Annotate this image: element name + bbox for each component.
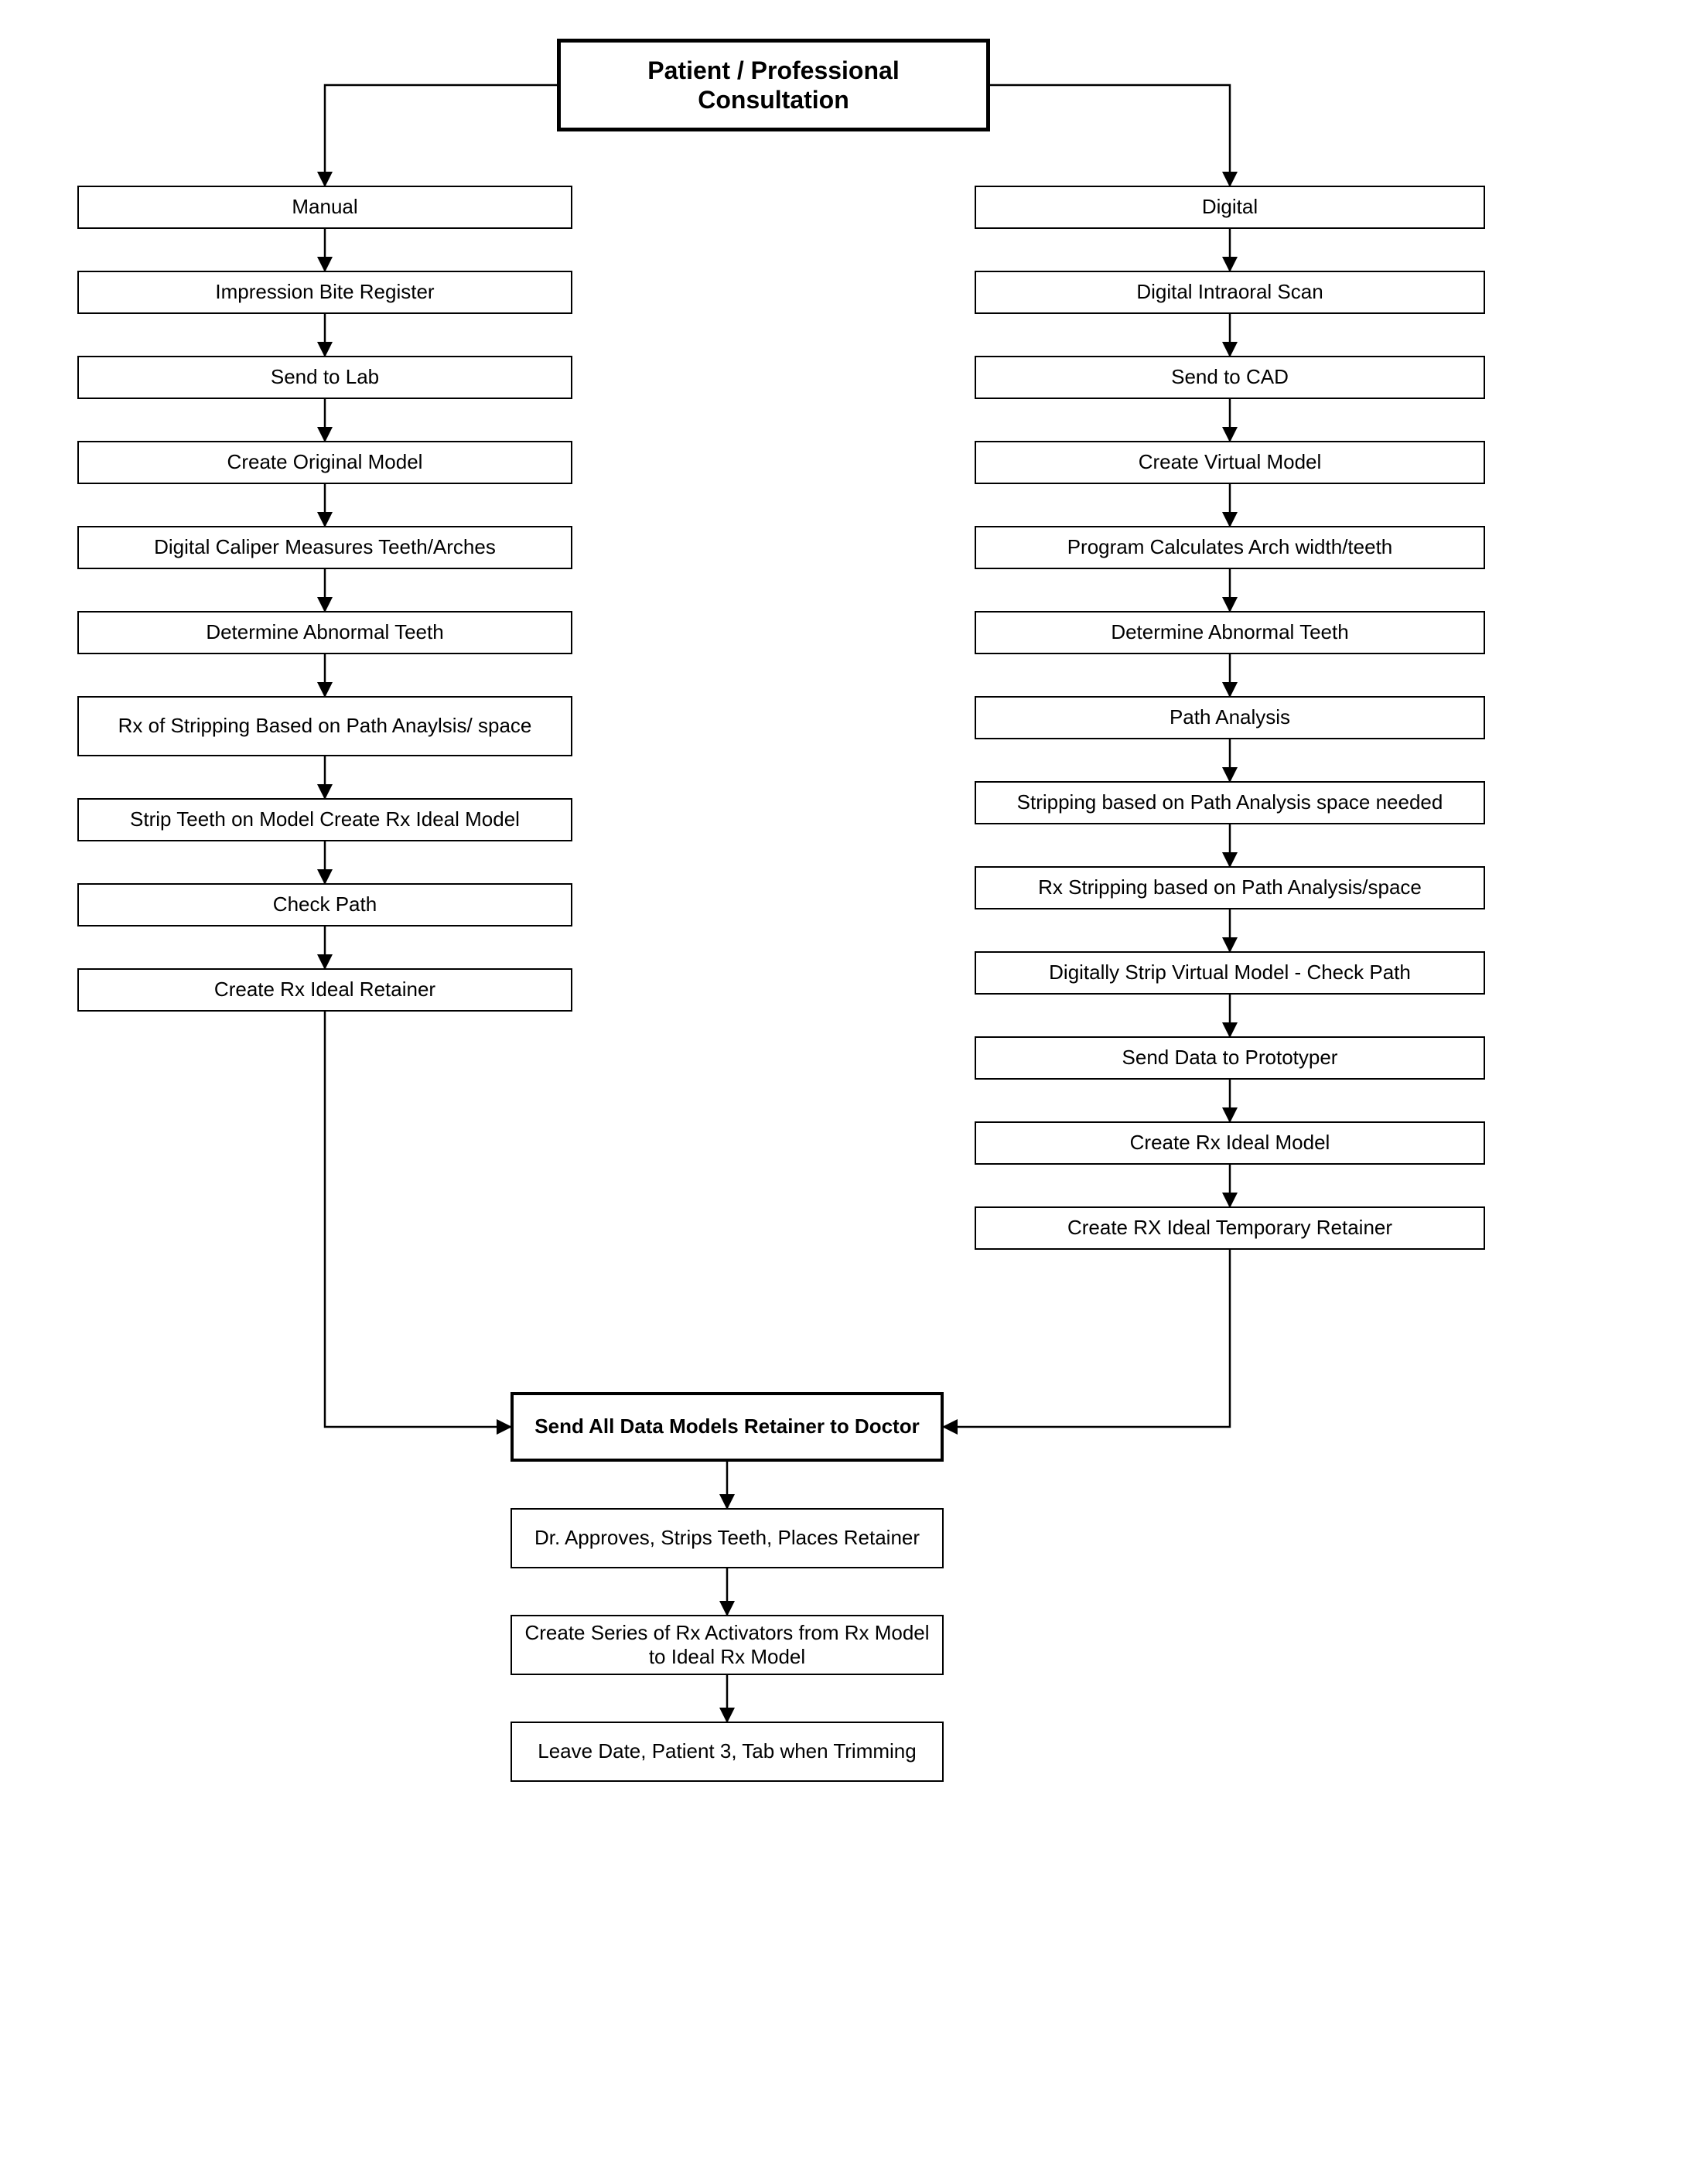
- flowchart-canvas: Patient / Professional Consultation Manua…: [31, 31, 1673, 2153]
- node-f2: Create Series of Rx Activators from Rx M…: [511, 1615, 944, 1675]
- node-m6: Rx of Stripping Based on Path Anaylsis/ …: [77, 696, 572, 756]
- node-merge: Send All Data Models Retainer to Doctor: [511, 1392, 944, 1462]
- node-d6: Path Analysis: [975, 696, 1485, 739]
- node-m1: Impression Bite Register: [77, 271, 572, 314]
- node-d1: Digital Intraoral Scan: [975, 271, 1485, 314]
- node-m8: Check Path: [77, 883, 572, 926]
- edge: [325, 1012, 511, 1427]
- node-d7: Stripping based on Path Analysis space n…: [975, 781, 1485, 824]
- edge: [944, 1250, 1230, 1427]
- edge: [990, 85, 1230, 186]
- node-d12: Create RX Ideal Temporary Retainer: [975, 1206, 1485, 1250]
- node-manual: Manual: [77, 186, 572, 229]
- node-m9: Create Rx Ideal Retainer: [77, 968, 572, 1012]
- node-d10: Send Data to Prototyper: [975, 1036, 1485, 1080]
- node-m4: Digital Caliper Measures Teeth/Arches: [77, 526, 572, 569]
- connector-layer: [31, 31, 1673, 2153]
- edge: [325, 85, 557, 186]
- node-m7: Strip Teeth on Model Create Rx Ideal Mod…: [77, 798, 572, 841]
- node-f1: Dr. Approves, Strips Teeth, Places Retai…: [511, 1508, 944, 1568]
- node-header: Patient / Professional Consultation: [557, 39, 990, 131]
- node-d3: Create Virtual Model: [975, 441, 1485, 484]
- node-d2: Send to CAD: [975, 356, 1485, 399]
- node-f3: Leave Date, Patient 3, Tab when Trimming: [511, 1722, 944, 1782]
- node-digital: Digital: [975, 186, 1485, 229]
- node-m5: Determine Abnormal Teeth: [77, 611, 572, 654]
- node-d11: Create Rx Ideal Model: [975, 1121, 1485, 1165]
- node-d9: Digitally Strip Virtual Model - Check Pa…: [975, 951, 1485, 995]
- node-d4: Program Calculates Arch width/teeth: [975, 526, 1485, 569]
- node-m3: Create Original Model: [77, 441, 572, 484]
- node-m2: Send to Lab: [77, 356, 572, 399]
- node-d8: Rx Stripping based on Path Analysis/spac…: [975, 866, 1485, 909]
- node-d5: Determine Abnormal Teeth: [975, 611, 1485, 654]
